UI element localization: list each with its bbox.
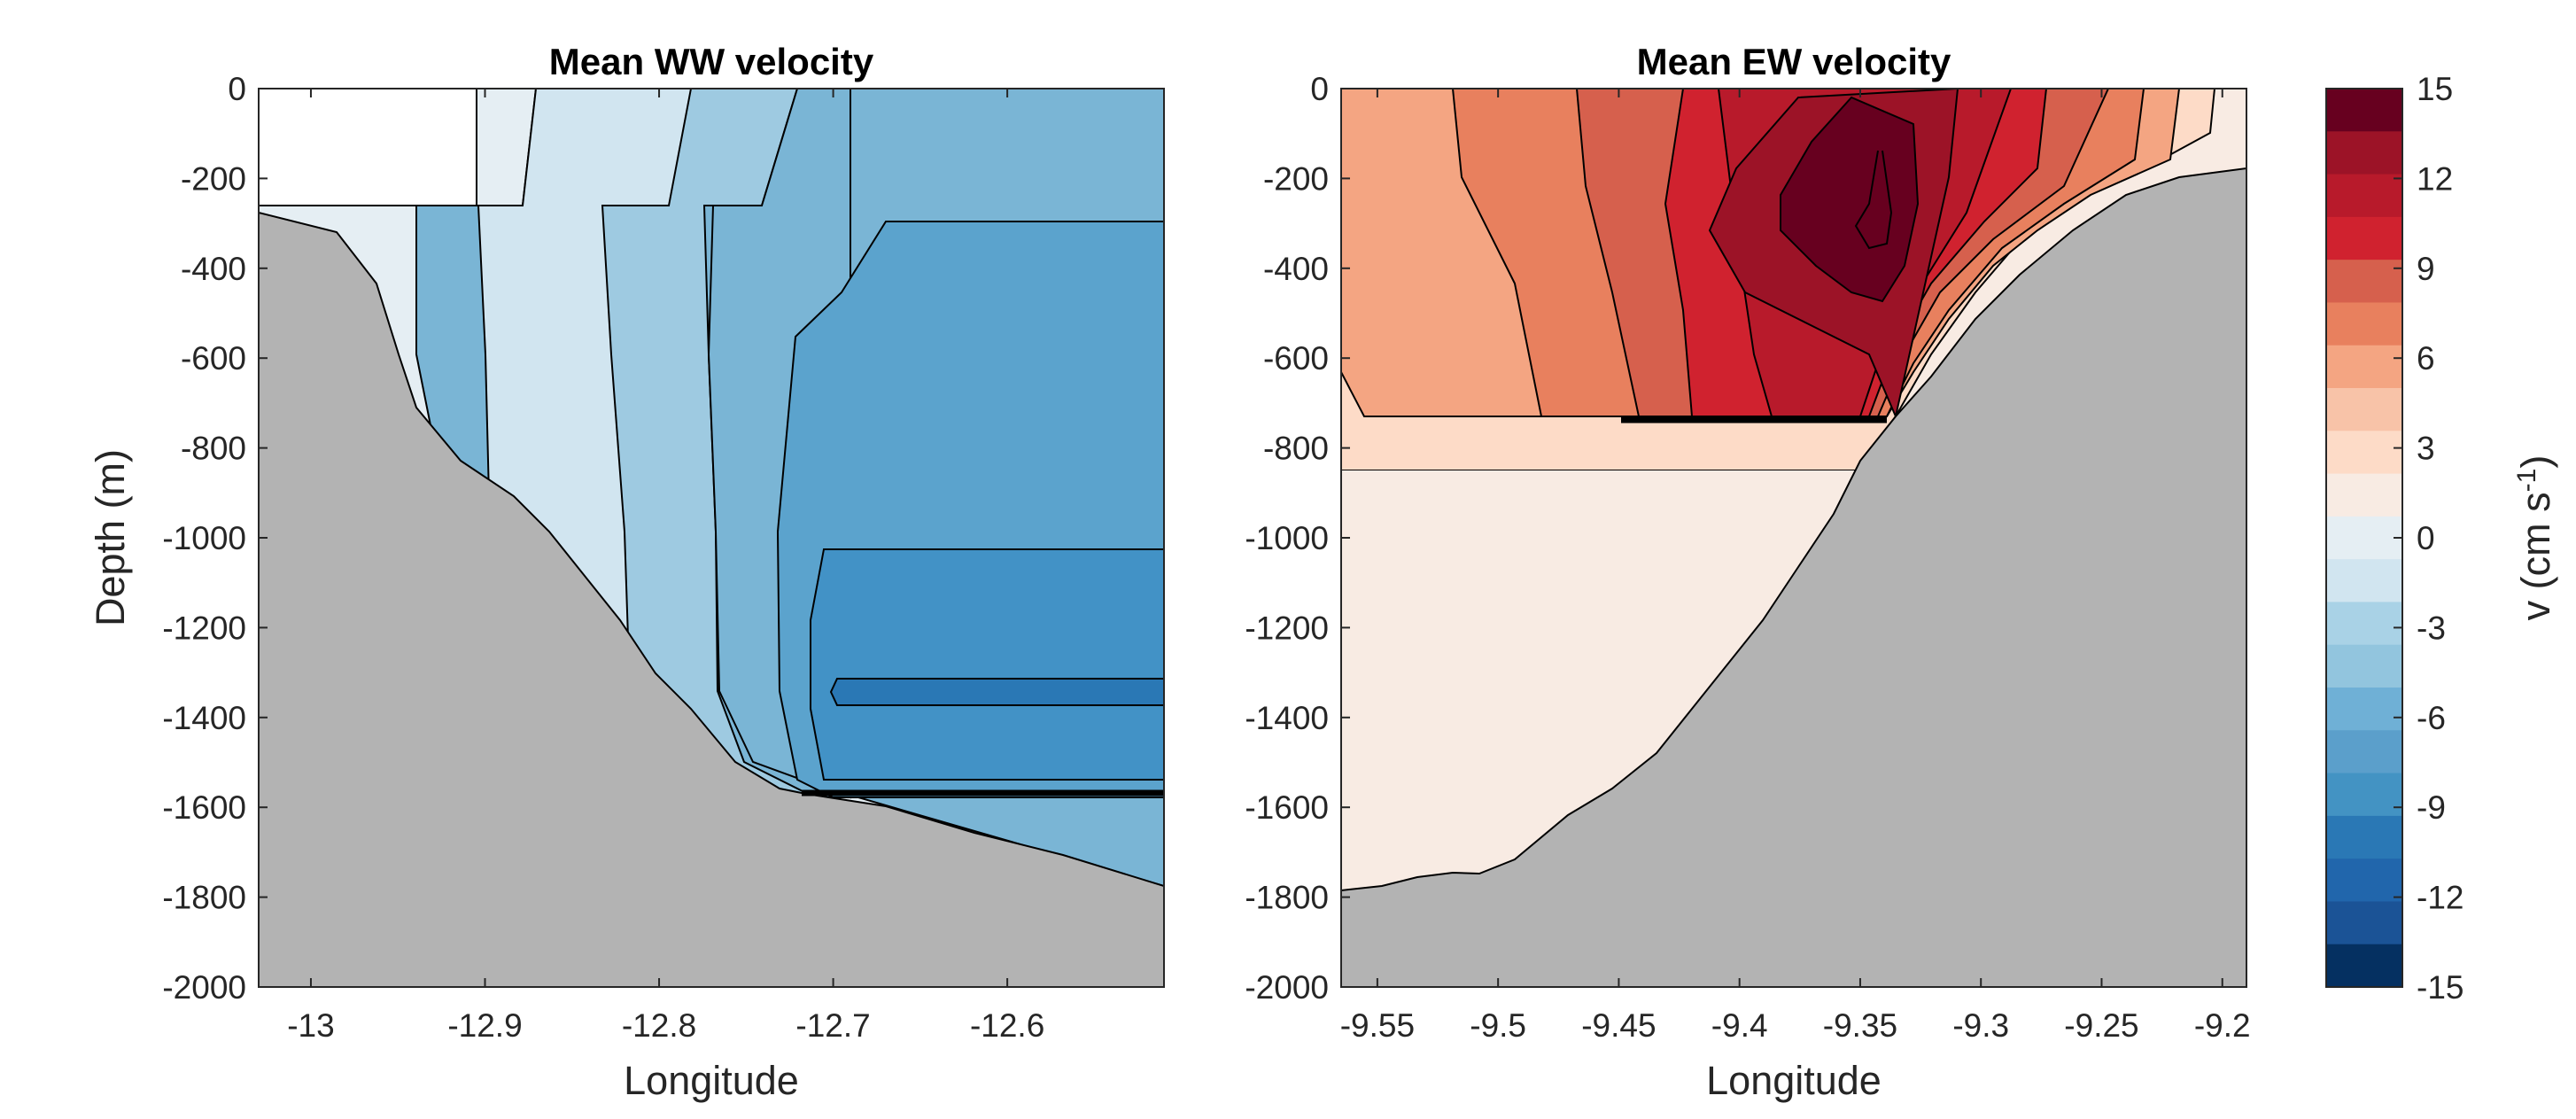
colorbar-label-main: v (cm s: [2513, 492, 2558, 620]
ww-xtick-label: -12.9: [447, 1007, 522, 1044]
ww-xtick-label: -13: [287, 1007, 334, 1044]
ew-ytick-label: 0: [1310, 71, 1329, 107]
colorbar-swatch: [2326, 730, 2402, 774]
colorbar-swatch: [2326, 559, 2402, 603]
colorbar-tick-label: 0: [2417, 520, 2435, 556]
ww-ytick-label: -2000: [162, 969, 246, 1006]
ww-xtick-label: -12.7: [795, 1007, 870, 1044]
ew-xtick-label: -9.3: [1952, 1007, 2009, 1044]
ww-xtick-label: -12.8: [622, 1007, 696, 1044]
ww-ytick-label: -600: [181, 340, 246, 377]
ew-y-ticks: 0 -200 -400 -600 -800 -1000 -1200 -1400 -1600 -18…: [1245, 71, 1350, 1006]
ew-ytick-label: -1000: [1245, 520, 1329, 556]
ww-xlabel: Longitude: [624, 1058, 799, 1103]
colorbar-tick-label: 12: [2417, 160, 2453, 197]
ww-no-data-region: [259, 89, 477, 206]
ew-xtick-label: -9.25: [2064, 1007, 2138, 1044]
ew-xlabel: Longitude: [1706, 1058, 1882, 1103]
colorbar-swatch: [2326, 431, 2402, 475]
ew-xtick-label: -9.2: [2194, 1007, 2251, 1044]
colorbar-tick-label: -12: [2417, 880, 2463, 916]
colorbar-tick-label: 15: [2417, 71, 2453, 107]
ew-ytick-label: -2000: [1245, 969, 1329, 1006]
ew-ytick-label: -1400: [1245, 700, 1329, 736]
colorbar-tick-label: 6: [2417, 340, 2435, 377]
ww-ytick-label: -400: [181, 251, 246, 287]
colorbar-swatch: [2326, 644, 2402, 688]
ew-ytick-label: -600: [1263, 340, 1329, 377]
ww-contour-field: [259, 89, 1164, 987]
ew-xtick-label: -9.4: [1711, 1007, 1768, 1044]
ww-y-ticks: 0 -200 -400 -600 -800 -1000 -1200 -1400 -1600 -18…: [162, 71, 268, 1006]
ew-terrain: [1341, 167, 2246, 987]
ew-ytick-label: -1600: [1245, 789, 1329, 826]
ew-xtick-label: -9.45: [1581, 1007, 1656, 1044]
ew-inner-contour: [1854, 150, 1893, 250]
ww-ytick-label: -1600: [162, 789, 246, 826]
colorbar-swatch: [2326, 174, 2402, 218]
colorbar-swatch: [2326, 815, 2402, 859]
colorbar-swatch: [2326, 688, 2402, 731]
colorbar-tick-label: -6: [2417, 700, 2446, 736]
ew-xtick-label: -9.55: [1340, 1007, 1415, 1044]
colorbar-swatch: [2326, 901, 2402, 945]
ww-ylabel: Depth (m): [88, 449, 133, 626]
ew-ytick-label: -1800: [1245, 880, 1329, 916]
colorbar-tick-label: -15: [2417, 969, 2463, 1006]
colorbar-swatch: [2326, 345, 2402, 389]
colorbar-swatch: [2326, 944, 2402, 988]
colorbar-swatch: [2326, 388, 2402, 431]
colorbar-label-suffix: ): [2513, 455, 2558, 469]
ew-band-low: [1341, 424, 1873, 470]
ww-ytick-label: -1800: [162, 880, 246, 916]
colorbar-swatch: [2326, 516, 2402, 560]
ew-panel: Mean EW velocity 0-200-400-600-800-1000-…: [1245, 41, 2250, 1103]
ww-panel: Mean WW velocity 0 -200 -400 -600 -800 -1000 -…: [88, 41, 1165, 1103]
ew-ytick-label: -800: [1263, 431, 1329, 467]
ew-band-8: [1780, 96, 1920, 303]
ww-ytick-label: -200: [181, 160, 246, 197]
ew-contour-field: [1341, 89, 2246, 987]
ww-ytick-label: -1000: [162, 520, 246, 556]
ww-ytick-label: -1400: [162, 700, 246, 736]
ew-ytick-label: -400: [1263, 251, 1329, 287]
ww-ytick-label: -1200: [162, 610, 246, 646]
colorbar-swatch: [2326, 859, 2402, 903]
colorbar-label: v (cm s-1): [2512, 455, 2559, 621]
colorbar-swatch: [2326, 473, 2402, 517]
ww-xtick-label: -12.6: [970, 1007, 1044, 1044]
colorbar-swatch: [2326, 602, 2402, 646]
ew-xtick-label: -9.35: [1823, 1007, 1897, 1044]
ww-title: Mean WW velocity: [549, 41, 874, 82]
ww-band-7: [829, 678, 1164, 706]
colorbar-tick-label: 9: [2417, 251, 2435, 287]
ww-terrain: [259, 211, 1164, 987]
ww-ytick-label: -800: [181, 431, 246, 467]
ww-ytick-label: 0: [228, 71, 246, 107]
ww-band-6: [810, 548, 1164, 781]
colorbar-tick-label: 3: [2417, 431, 2435, 467]
ew-ytick-label: -200: [1263, 160, 1329, 197]
colorbar-tick-label: -3: [2417, 610, 2446, 646]
ew-title: Mean EW velocity: [1637, 41, 1951, 82]
colorbar-swatch: [2326, 89, 2402, 132]
colorbar-swatches: [2326, 89, 2402, 988]
colorbar: 15 12 9 6 3 0 -3 -6 -9 -12 -15 v (cm s-1): [2325, 71, 2559, 1006]
colorbar-swatch: [2326, 302, 2402, 346]
ew-x-ticks: -9.55 -9.5 -9.45 -9.4 -9.35 -9.3 -9.25 -9.2: [1340, 89, 2251, 1044]
colorbar-tick-label: -9: [2417, 789, 2446, 826]
colorbar-swatch: [2326, 131, 2402, 175]
colorbar-label-superscript: -1: [2512, 469, 2541, 493]
ww-x-ticks: -13 -12.9 -12.8 -12.7 -12.6: [287, 89, 1044, 1044]
colorbar-swatch: [2326, 216, 2402, 260]
colorbar-swatch: [2326, 773, 2402, 817]
ew-ytick-label: -1200: [1245, 610, 1329, 646]
ew-xtick-label: -9.5: [1470, 1007, 1526, 1044]
colorbar-swatch: [2326, 260, 2402, 304]
colorbar-ticks: 15 12 9 6 3 0 -3 -6 -9 -12 -15: [2394, 71, 2463, 1006]
